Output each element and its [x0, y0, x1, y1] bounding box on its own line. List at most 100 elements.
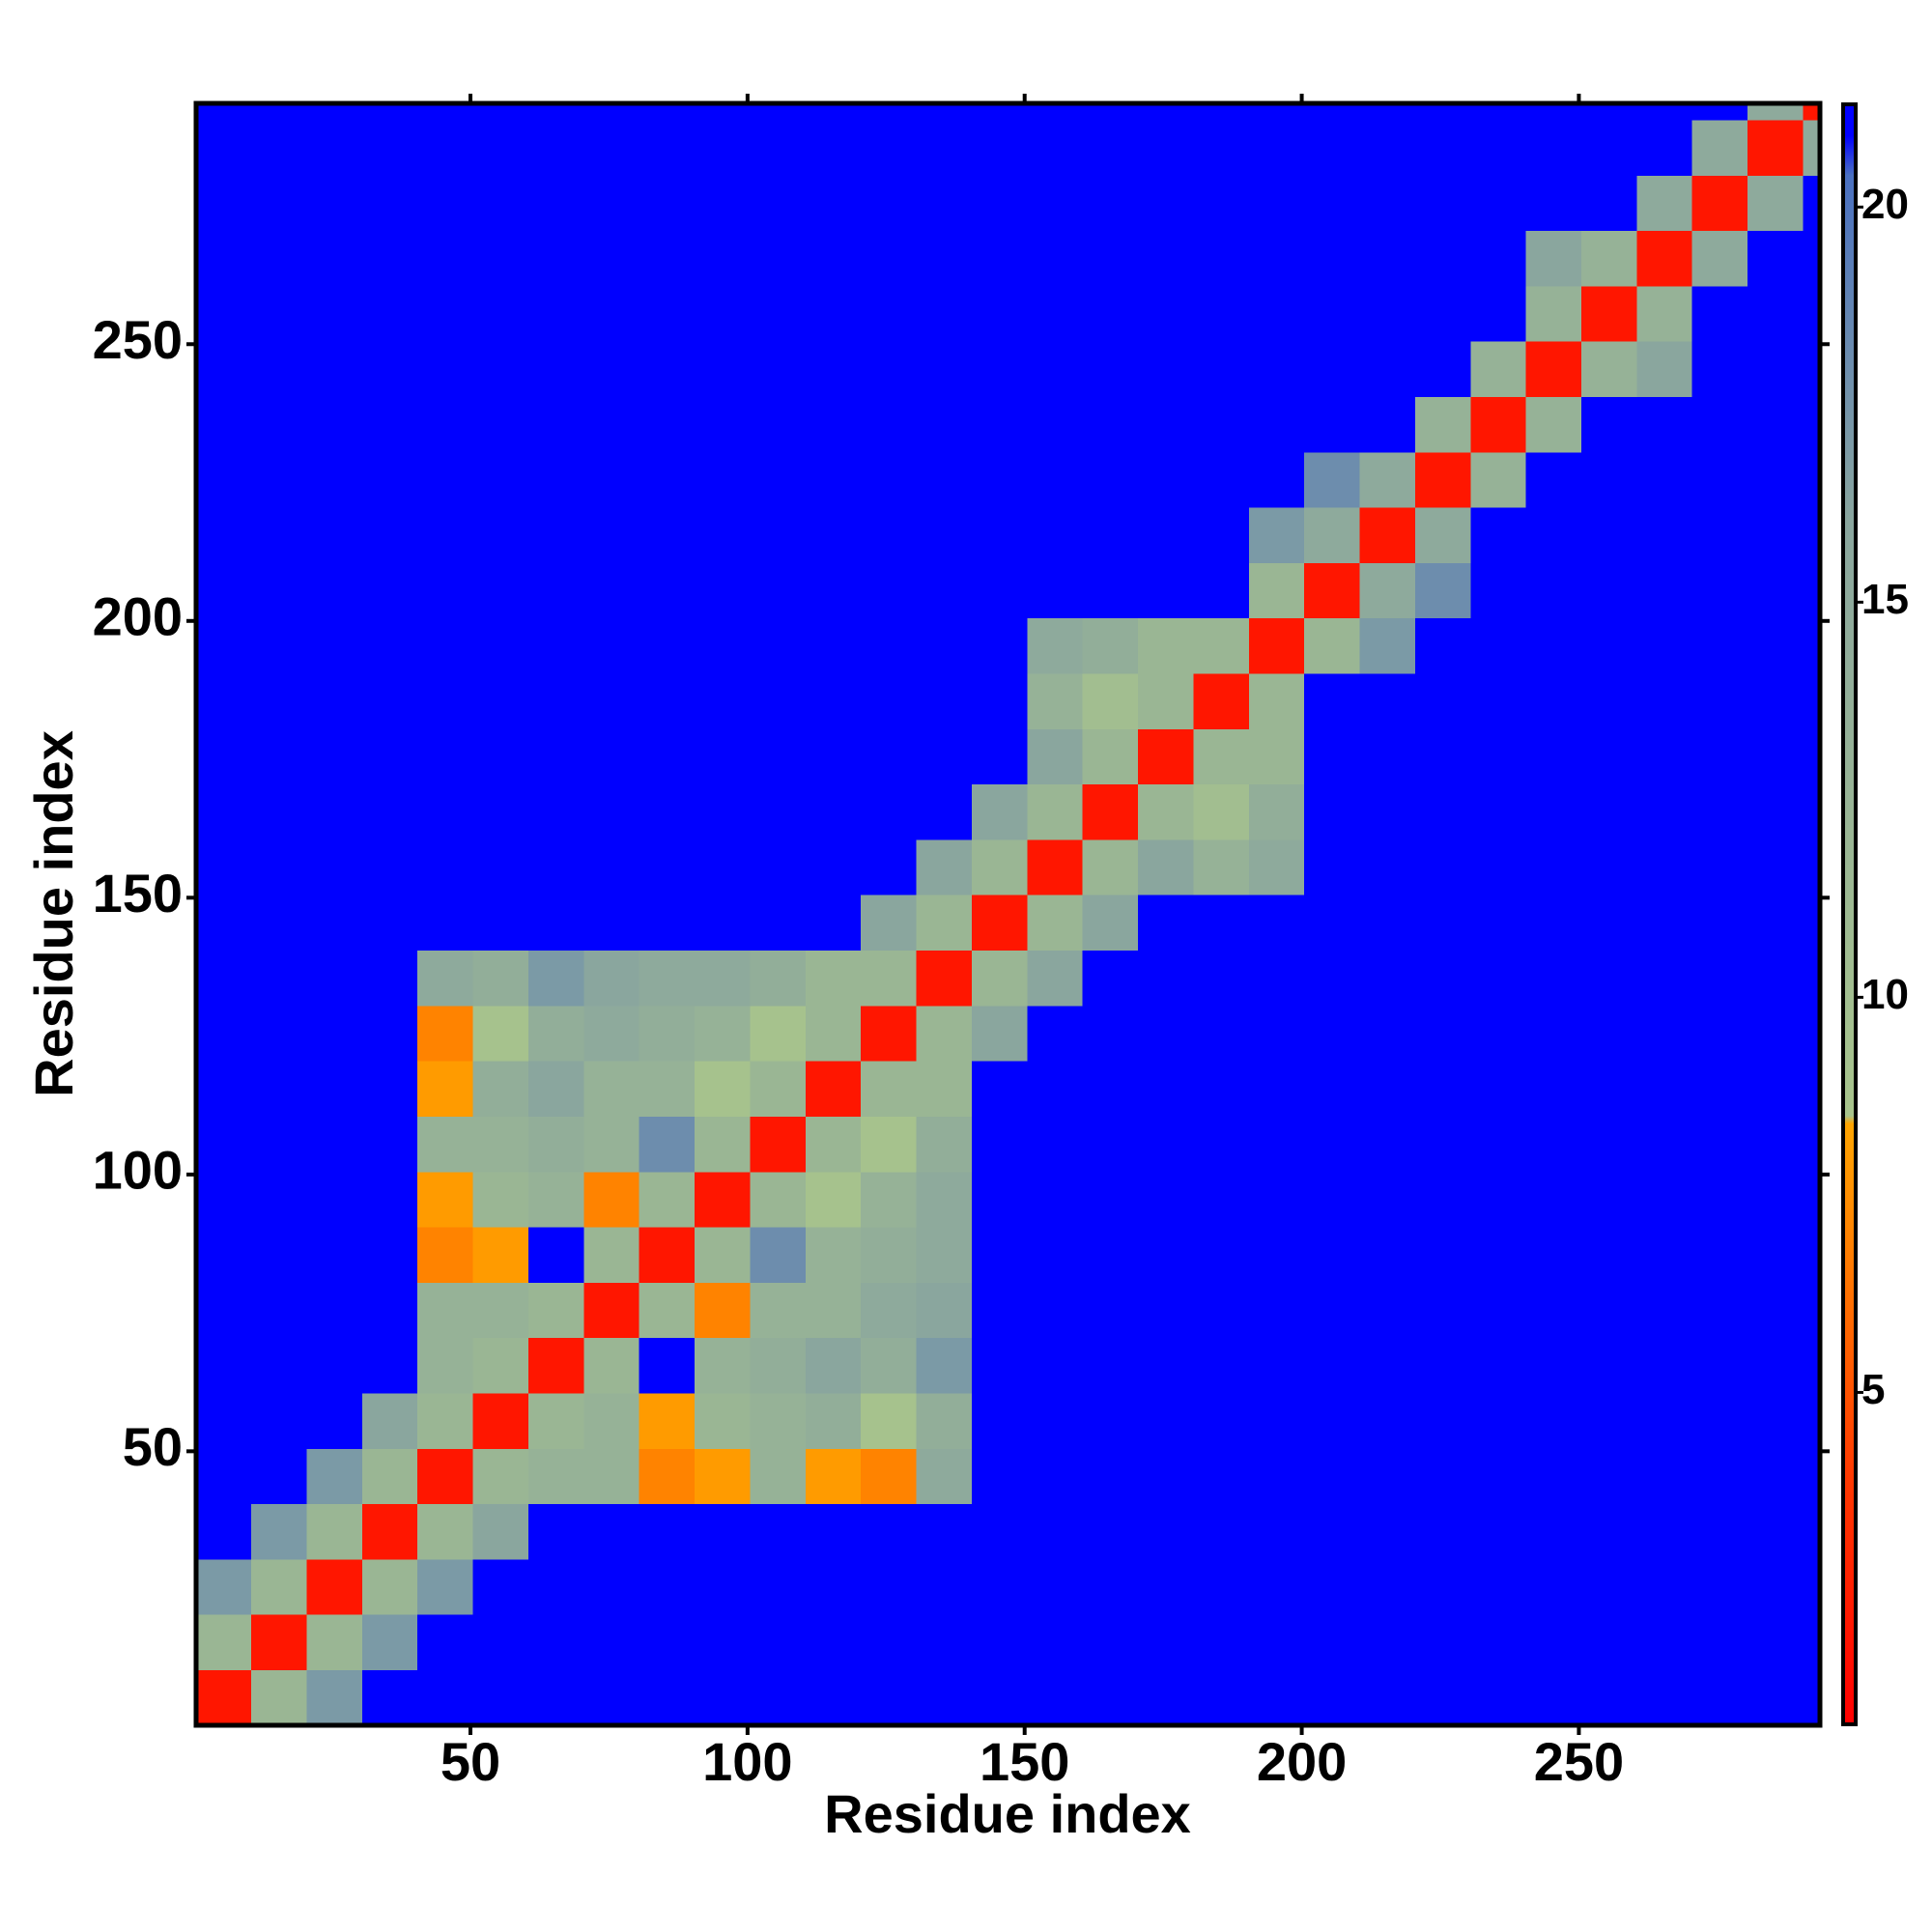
heatmap-cell — [1027, 562, 1084, 619]
heatmap-cell — [916, 1337, 973, 1394]
heatmap-cell — [861, 102, 918, 121]
heatmap-cell — [306, 1392, 363, 1449]
heatmap-cell — [639, 396, 696, 453]
heatmap-cell — [1803, 119, 1821, 176]
heatmap-cell — [1304, 1171, 1361, 1228]
heatmap-cell — [916, 396, 973, 453]
heatmap-cell — [1359, 1558, 1416, 1615]
heatmap-cell — [1193, 617, 1250, 674]
heatmap-cell — [1470, 1282, 1527, 1339]
heatmap-cell — [695, 1337, 752, 1394]
heatmap-cell — [1747, 119, 1804, 176]
heatmap-cell — [1747, 1282, 1804, 1339]
heatmap-cell — [1193, 507, 1250, 563]
heatmap-cell — [1581, 1669, 1637, 1726]
heatmap-cell — [1193, 451, 1250, 508]
heatmap-cell — [1138, 1116, 1194, 1173]
heatmap-cell — [1304, 507, 1361, 563]
heatmap-cell — [583, 783, 640, 840]
heatmap-cell — [1027, 285, 1084, 342]
heatmap-cell — [1138, 672, 1194, 729]
heatmap-cell — [195, 1669, 252, 1726]
heatmap-cell — [1525, 1226, 1582, 1283]
heatmap-cell — [1803, 672, 1821, 729]
heatmap-cell — [472, 1226, 529, 1283]
heatmap-cell — [417, 396, 474, 453]
heatmap-cell — [639, 672, 696, 729]
heatmap-cell — [1359, 672, 1416, 729]
heatmap-cell — [306, 1226, 363, 1283]
heatmap-cell — [417, 102, 474, 121]
heatmap-cell — [750, 1061, 807, 1117]
heatmap-cell — [1193, 1448, 1250, 1505]
heatmap-cell — [1082, 617, 1139, 674]
heatmap-cell — [1691, 728, 1748, 785]
heatmap-cell — [417, 1392, 474, 1449]
heatmap-cell — [1803, 728, 1821, 785]
heatmap-cell — [1304, 672, 1361, 729]
heatmap-cell — [805, 1282, 862, 1339]
heatmap-cell — [1581, 341, 1637, 398]
heatmap-cell — [1525, 119, 1582, 176]
heatmap-cell — [861, 1448, 918, 1505]
heatmap-cell — [306, 1669, 363, 1726]
heatmap-cell — [750, 1337, 807, 1394]
x-tick-label: 50 — [440, 1731, 500, 1792]
heatmap-cell — [583, 728, 640, 785]
heatmap-cell — [1636, 783, 1693, 840]
heatmap-cell — [1691, 102, 1748, 121]
heatmap-cell — [527, 102, 584, 121]
heatmap-cell — [527, 285, 584, 342]
heatmap-cell — [1082, 728, 1139, 785]
heatmap-cell — [1747, 562, 1804, 619]
heatmap-cell — [695, 1669, 752, 1726]
heatmap-cell — [306, 285, 363, 342]
heatmap-cell — [417, 617, 474, 674]
heatmap-cell — [1525, 562, 1582, 619]
heatmap-cell — [695, 230, 752, 287]
heatmap-cell — [1470, 1503, 1527, 1560]
heatmap-cell — [527, 728, 584, 785]
heatmap-cell — [750, 1226, 807, 1283]
heatmap-cell — [971, 341, 1028, 398]
heatmap-cell — [1414, 396, 1471, 453]
heatmap-cell — [1525, 617, 1582, 674]
heatmap-cell — [1414, 895, 1471, 952]
heatmap-cell — [251, 1392, 308, 1449]
heatmap-cell — [861, 1614, 918, 1670]
heatmap-cell — [916, 895, 973, 952]
heatmap-cell — [1304, 230, 1361, 287]
heatmap-cell — [1581, 1005, 1637, 1062]
heatmap-cell — [1470, 1337, 1527, 1394]
heatmap-cell — [1304, 1226, 1361, 1283]
heatmap-cell — [1636, 451, 1693, 508]
heatmap-cell — [583, 1282, 640, 1339]
heatmap-cell — [971, 1061, 1028, 1117]
heatmap-cell — [361, 617, 418, 674]
heatmap-cell — [805, 1448, 862, 1505]
heatmap-cell — [1248, 451, 1305, 508]
heatmap-cell — [1138, 1337, 1194, 1394]
heatmap-cell — [861, 1226, 918, 1283]
heatmap-cell — [695, 783, 752, 840]
heatmap-cell — [417, 507, 474, 563]
heatmap-cell — [1359, 119, 1416, 176]
heatmap-cell — [916, 1503, 973, 1560]
heatmap-cell — [805, 285, 862, 342]
colorbar-tick-label: 10 — [1861, 971, 1909, 1018]
heatmap-cell — [527, 950, 584, 1007]
heatmap-cell — [861, 119, 918, 176]
heatmap-cell — [361, 950, 418, 1007]
y-tick-label: 100 — [93, 1140, 183, 1201]
heatmap-cell — [1414, 102, 1471, 121]
heatmap-cell — [971, 230, 1028, 287]
heatmap-cell — [1082, 1116, 1139, 1173]
heatmap-cell — [971, 1392, 1028, 1449]
heatmap-cell — [1304, 728, 1361, 785]
heatmap-cell — [1138, 1061, 1194, 1117]
heatmap-cell — [306, 1005, 363, 1062]
heatmap-cell — [417, 1669, 474, 1726]
heatmap-cell — [1082, 1171, 1139, 1228]
heatmap-cell — [1691, 1503, 1748, 1560]
heatmap-cell — [1747, 1503, 1804, 1560]
